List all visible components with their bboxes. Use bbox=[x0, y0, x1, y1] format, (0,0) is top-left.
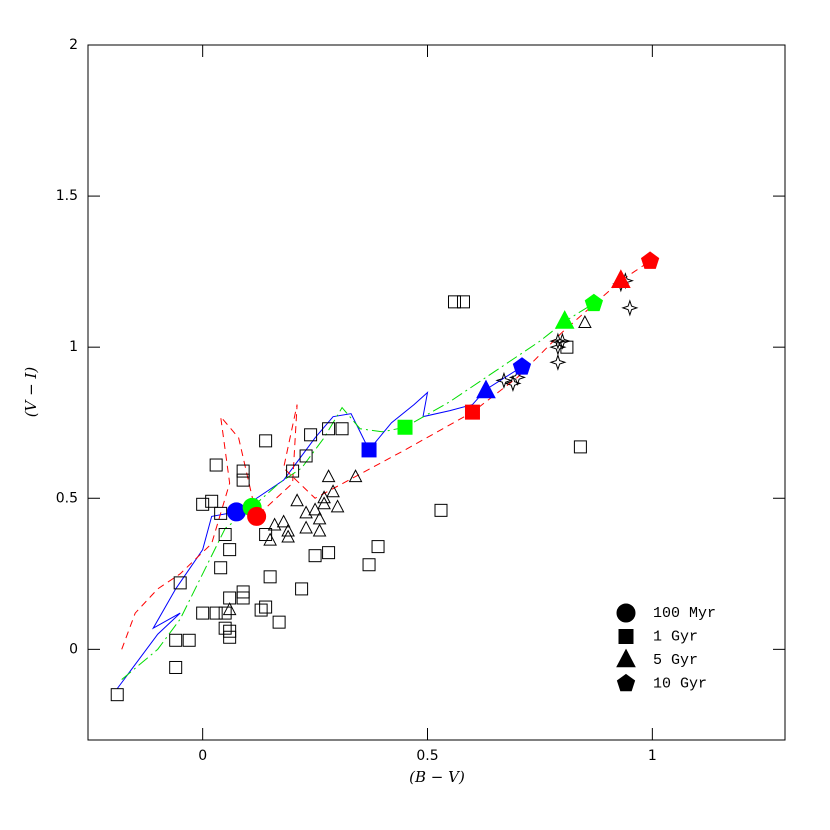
legend-label: 100 Myr bbox=[653, 605, 716, 622]
y-axis-label: (V − I) bbox=[22, 367, 40, 418]
cluster-marker bbox=[173, 576, 187, 590]
cluster-marker bbox=[308, 549, 322, 563]
cluster-marker bbox=[263, 532, 277, 546]
model-track bbox=[116, 366, 523, 689]
model-age-marker bbox=[247, 506, 267, 526]
cluster-marker bbox=[223, 624, 237, 638]
cluster-marker bbox=[169, 633, 183, 647]
model-age-marker bbox=[397, 419, 413, 435]
cluster-marker bbox=[348, 469, 363, 483]
cluster-marker bbox=[621, 299, 639, 317]
cluster-marker bbox=[508, 368, 527, 386]
cluster-marker bbox=[272, 615, 286, 629]
cluster-marker bbox=[308, 502, 322, 516]
model-track bbox=[121, 260, 651, 650]
model-age-marker bbox=[584, 293, 604, 312]
cluster-marker bbox=[236, 473, 250, 487]
cluster-marker bbox=[236, 585, 250, 599]
model-age-marker bbox=[554, 310, 575, 329]
cluster-marker bbox=[560, 340, 574, 354]
cluster-marker bbox=[290, 493, 304, 507]
cluster-marker bbox=[286, 464, 300, 478]
x-tick-label: 0.5 bbox=[416, 748, 438, 764]
cluster-marker bbox=[549, 332, 567, 350]
model-age-marker bbox=[226, 502, 246, 522]
plot-frame bbox=[87, 44, 786, 741]
cluster-marker bbox=[330, 499, 345, 513]
legend-marker bbox=[616, 603, 636, 623]
cluster-marker bbox=[549, 353, 567, 371]
cluster-marker bbox=[214, 506, 228, 520]
cluster-marker bbox=[495, 371, 513, 390]
cluster-marker bbox=[236, 464, 250, 478]
cluster-marker bbox=[205, 494, 219, 508]
cluster-marker bbox=[312, 523, 327, 537]
y-tick-label: 2 bbox=[69, 37, 78, 53]
cluster-marker bbox=[218, 606, 232, 620]
model-age-marker bbox=[464, 404, 480, 420]
cluster-marker bbox=[209, 458, 223, 472]
cluster-marker bbox=[259, 600, 273, 614]
cluster-marker bbox=[218, 528, 232, 542]
cluster-marker bbox=[182, 633, 196, 647]
x-axis-label: (B − V) bbox=[409, 768, 465, 786]
cluster-marker bbox=[578, 315, 592, 328]
cluster-marker bbox=[169, 660, 183, 674]
cluster-marker bbox=[322, 546, 336, 560]
model-age-marker bbox=[361, 442, 377, 458]
cluster-marker bbox=[259, 528, 273, 542]
cluster-marker bbox=[276, 514, 291, 528]
cluster-marker bbox=[321, 469, 336, 483]
cluster-marker bbox=[196, 606, 210, 620]
cluster-marker bbox=[304, 428, 318, 442]
legend-label: 1 Gyr bbox=[653, 628, 698, 645]
model-age-marker bbox=[476, 379, 496, 399]
legend-marker bbox=[618, 629, 634, 644]
cluster-marker bbox=[209, 606, 223, 620]
legend-label: 10 Gyr bbox=[653, 675, 707, 692]
cluster-marker bbox=[222, 602, 237, 616]
cluster-marker bbox=[214, 561, 228, 575]
x-tick-label: 1 bbox=[648, 748, 657, 764]
cluster-marker bbox=[299, 520, 313, 534]
cluster-marker bbox=[196, 497, 210, 511]
cluster-marker bbox=[254, 603, 268, 617]
legend-label: 5 Gyr bbox=[653, 652, 698, 669]
cluster-marker bbox=[362, 558, 376, 572]
y-tick-label: 0 bbox=[69, 641, 78, 657]
cluster-marker bbox=[295, 582, 309, 596]
y-tick-label: 1.5 bbox=[56, 188, 78, 204]
cluster-marker bbox=[218, 621, 232, 635]
cluster-marker bbox=[281, 523, 295, 537]
cluster-marker bbox=[299, 505, 313, 519]
cluster-marker bbox=[322, 422, 336, 436]
legend-marker bbox=[616, 648, 636, 668]
model-age-marker bbox=[640, 251, 660, 269]
cluster-marker bbox=[312, 511, 327, 525]
cluster-marker bbox=[573, 440, 587, 454]
model-age-marker bbox=[512, 357, 532, 375]
x-tick-label: 0 bbox=[198, 748, 207, 764]
model-age-marker bbox=[611, 269, 631, 288]
cluster-marker bbox=[110, 688, 124, 702]
y-tick-label: 1 bbox=[69, 339, 78, 355]
cluster-marker bbox=[263, 570, 277, 584]
cluster-marker bbox=[326, 484, 340, 498]
cluster-marker bbox=[299, 449, 313, 463]
cluster-marker bbox=[259, 434, 273, 448]
cluster-marker bbox=[335, 422, 349, 436]
cluster-marker bbox=[267, 517, 282, 531]
cluster-marker bbox=[553, 332, 572, 350]
y-tick-label: 0.5 bbox=[56, 490, 78, 506]
cluster-marker bbox=[371, 540, 385, 554]
legend-marker bbox=[616, 673, 636, 692]
cluster-marker bbox=[456, 295, 470, 309]
cluster-marker bbox=[281, 529, 295, 543]
cluster-marker bbox=[434, 503, 448, 517]
cluster-marker bbox=[223, 543, 237, 557]
cluster-marker bbox=[447, 295, 461, 309]
